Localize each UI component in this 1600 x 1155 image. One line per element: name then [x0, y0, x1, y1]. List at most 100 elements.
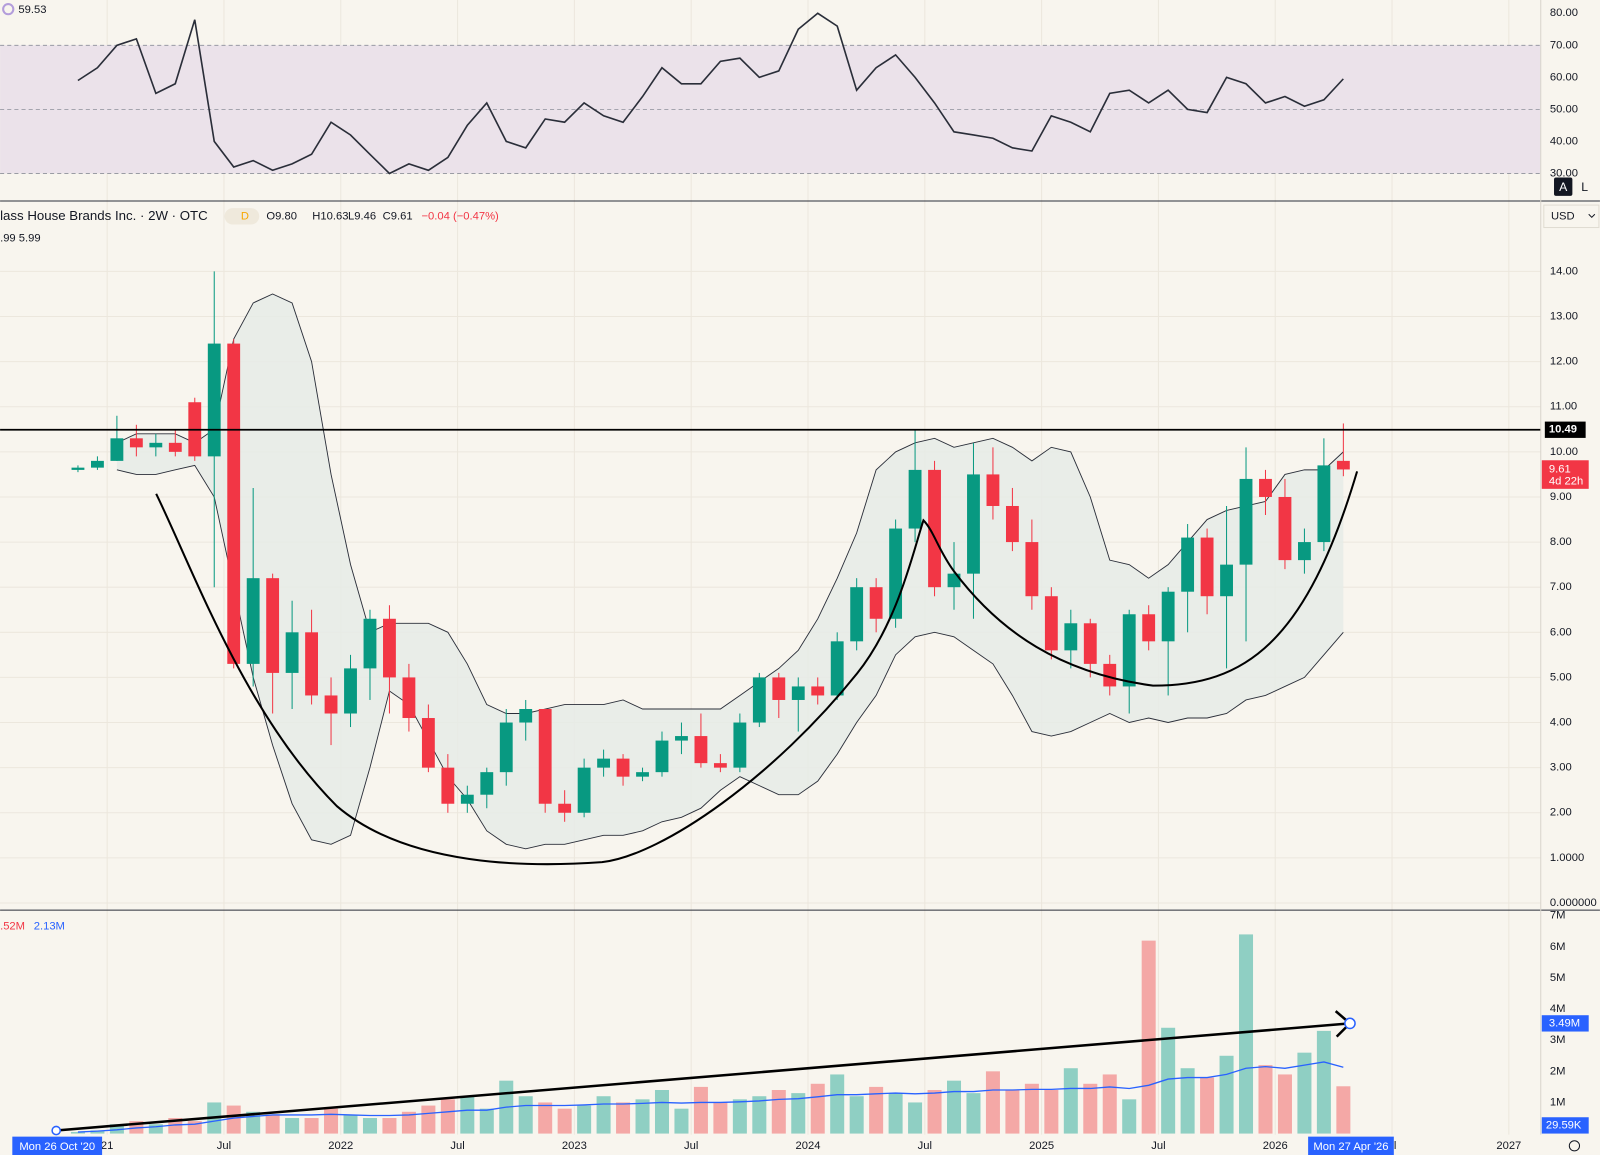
candle-body	[285, 632, 299, 673]
x-tick-label: 2025	[1029, 1140, 1054, 1152]
y-tick-label: 9.00	[1550, 491, 1572, 503]
y-tick-label: 1M	[1550, 1096, 1566, 1108]
bollinger-upper	[116, 293, 1344, 714]
candle-body	[616, 758, 630, 777]
volume-ma-legend: 2.13M	[34, 920, 65, 932]
candle-body	[1200, 537, 1214, 597]
rsi-band	[0, 45, 1541, 174]
auto-scale-button[interactable]	[1554, 177, 1573, 196]
candle-body	[1122, 614, 1136, 687]
volume-bar	[908, 1102, 923, 1134]
candle-body	[713, 763, 727, 768]
volume-bar	[343, 1114, 358, 1134]
volume-bar	[888, 1093, 903, 1134]
volume-bar	[440, 1099, 455, 1134]
y-tick-label: 40.00	[1550, 135, 1578, 147]
y-tick-label: 7M	[1550, 910, 1566, 922]
volume-bar	[226, 1105, 241, 1134]
hline-label: 10.49	[1549, 424, 1577, 436]
candle-body	[752, 677, 766, 723]
candle-body	[1064, 623, 1078, 651]
volume-bar	[265, 1114, 280, 1134]
candle-body	[227, 343, 241, 664]
log-scale-label[interactable]: L	[1581, 180, 1588, 194]
rsi-line	[77, 12, 1344, 175]
candle-body	[266, 578, 280, 673]
candle-body	[402, 677, 416, 719]
volume-bar	[538, 1102, 553, 1134]
volume-bar	[674, 1108, 689, 1134]
volume-bar	[148, 1124, 163, 1134]
volume-bar	[849, 1096, 864, 1134]
candle-body	[1336, 460, 1350, 470]
volume-bar	[654, 1090, 670, 1134]
volume-bar	[421, 1105, 436, 1134]
currency-button[interactable]	[1543, 204, 1600, 229]
candle-body	[986, 474, 1000, 506]
ohlc-high: H10.63	[312, 210, 348, 222]
x-tick-label: 2027	[1496, 1140, 1521, 1152]
header: lass House Brands Inc. · 2W · OTC D O9.8…	[0, 208, 499, 933]
volume-trendline[interactable]	[56, 1022, 1351, 1132]
candle-body	[1298, 542, 1311, 561]
x-tick-label: Jul	[217, 1140, 231, 1152]
candle-body	[928, 469, 941, 588]
auto-scale-label: A	[1559, 180, 1568, 194]
end-date: Mon 27 Apr '26	[1313, 1141, 1388, 1153]
volume-bar	[752, 1096, 767, 1134]
y-tick-label: 5M	[1550, 972, 1566, 984]
ohlc-open: O9.80	[266, 210, 297, 222]
candle-body	[733, 722, 747, 768]
x-tick-label: 2022	[328, 1140, 353, 1152]
indicator-legend: .99 5.99	[0, 233, 41, 245]
y-tick-label: 2M	[1550, 1065, 1566, 1077]
candle-body	[577, 767, 591, 813]
x-tick-label: 2024	[796, 1140, 821, 1152]
candle-body	[830, 641, 844, 696]
countdown: 4d 22h	[1549, 476, 1583, 488]
drawing-handle[interactable]	[51, 1125, 62, 1136]
candle-body	[655, 740, 669, 773]
x-tick-label: Jul	[684, 1140, 698, 1152]
candle-body	[1025, 542, 1039, 597]
candle-body	[1259, 478, 1272, 497]
volume-bar	[382, 1118, 397, 1134]
volume-bar	[927, 1090, 942, 1134]
x-tick-label: Jul	[918, 1140, 932, 1152]
date-marker-box	[1308, 1136, 1394, 1155]
candle-body	[811, 686, 825, 696]
candle-body	[1317, 465, 1331, 543]
drawing-handle[interactable]	[1344, 1017, 1356, 1030]
candle-body	[246, 578, 260, 664]
y-tick-label: 6.00	[1550, 626, 1572, 638]
y-tick-label: 7.00	[1550, 581, 1572, 593]
candle-body	[1142, 614, 1156, 642]
cup-drawing[interactable]	[155, 471, 1359, 866]
candle-body	[71, 467, 85, 470]
volume-bar	[1180, 1068, 1195, 1134]
hline-tag	[1544, 421, 1586, 438]
volume-bar	[304, 1118, 319, 1134]
settings-icon[interactable]	[1568, 1140, 1581, 1152]
y-tick-label: 80.00	[1550, 7, 1578, 19]
volume-bar	[713, 1102, 728, 1134]
volume-legend: .52M	[0, 920, 25, 932]
badge[interactable]	[224, 208, 260, 225]
last-price: 9.61	[1549, 463, 1571, 475]
currency-label: USD	[1551, 210, 1575, 222]
volume-bar	[1277, 1074, 1292, 1134]
candle-body	[558, 803, 572, 813]
candle-body	[636, 772, 649, 777]
volume-bar	[362, 1118, 377, 1134]
candle-body	[441, 767, 455, 804]
candle-body	[383, 618, 396, 678]
candle-body	[694, 736, 708, 764]
y-tick-label: 14.00	[1550, 265, 1578, 277]
volume-bar	[1063, 1068, 1078, 1134]
candle-body	[480, 772, 494, 795]
volume-bar	[1200, 1077, 1215, 1134]
last-price-tag	[1541, 460, 1589, 489]
volume-bar	[577, 1105, 592, 1134]
